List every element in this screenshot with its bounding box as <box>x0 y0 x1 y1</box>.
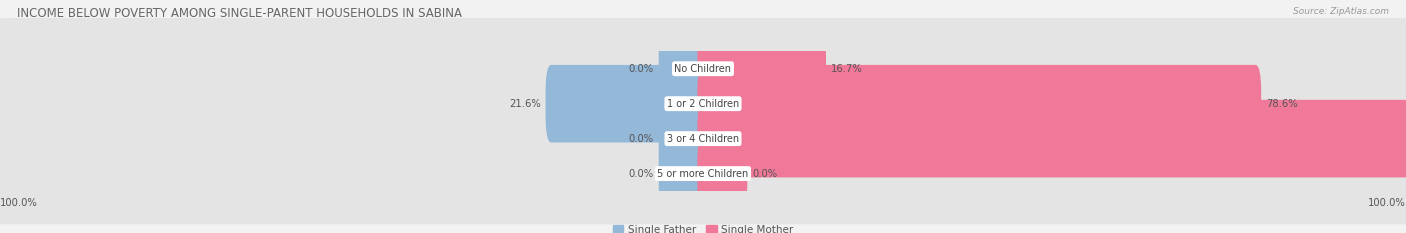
FancyBboxPatch shape <box>546 65 709 143</box>
FancyBboxPatch shape <box>0 123 1406 224</box>
Text: INCOME BELOW POVERTY AMONG SINGLE-PARENT HOUSEHOLDS IN SABINA: INCOME BELOW POVERTY AMONG SINGLE-PARENT… <box>17 7 463 20</box>
FancyBboxPatch shape <box>697 100 1406 178</box>
Text: 16.7%: 16.7% <box>831 64 863 74</box>
Text: 0.0%: 0.0% <box>752 169 778 178</box>
FancyBboxPatch shape <box>697 135 748 212</box>
Text: No Children: No Children <box>675 64 731 74</box>
Text: 5 or more Children: 5 or more Children <box>658 169 748 178</box>
Text: 0.0%: 0.0% <box>628 64 654 74</box>
Text: 100.0%: 100.0% <box>1368 198 1406 208</box>
FancyBboxPatch shape <box>658 30 709 108</box>
FancyBboxPatch shape <box>0 88 1406 189</box>
Text: 0.0%: 0.0% <box>628 134 654 144</box>
FancyBboxPatch shape <box>658 100 709 178</box>
FancyBboxPatch shape <box>697 30 827 108</box>
FancyBboxPatch shape <box>0 53 1406 154</box>
FancyBboxPatch shape <box>0 18 1406 120</box>
Text: 3 or 4 Children: 3 or 4 Children <box>666 134 740 144</box>
FancyBboxPatch shape <box>658 135 709 212</box>
Text: Source: ZipAtlas.com: Source: ZipAtlas.com <box>1294 7 1389 16</box>
Text: 21.6%: 21.6% <box>509 99 540 109</box>
Text: 78.6%: 78.6% <box>1267 99 1298 109</box>
FancyBboxPatch shape <box>697 65 1261 143</box>
Legend: Single Father, Single Mother: Single Father, Single Mother <box>609 221 797 233</box>
Text: 100.0%: 100.0% <box>0 198 38 208</box>
Text: 1 or 2 Children: 1 or 2 Children <box>666 99 740 109</box>
Text: 0.0%: 0.0% <box>628 169 654 178</box>
